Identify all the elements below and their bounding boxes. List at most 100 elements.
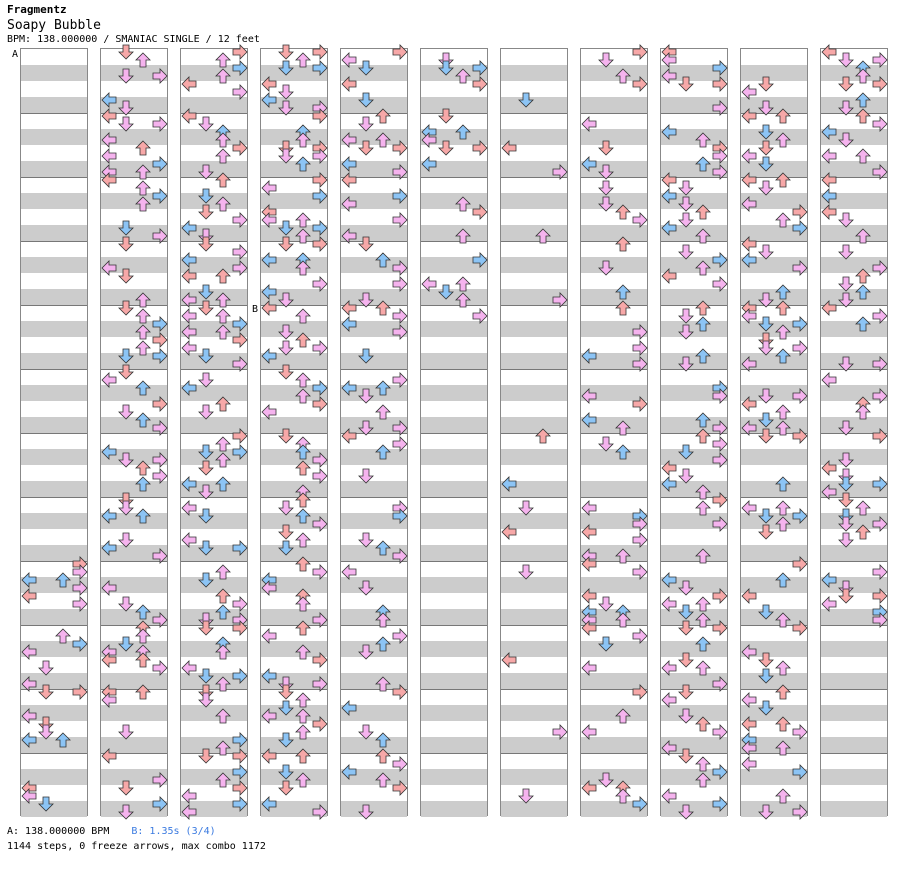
sixteenth-note-arrow <box>358 724 374 740</box>
sixteenth-note-arrow <box>695 772 711 788</box>
quarter-note-arrow <box>775 108 791 124</box>
measure-line <box>501 241 567 242</box>
sixteenth-note-arrow <box>312 276 328 292</box>
quarter-note-arrow <box>312 236 328 252</box>
eighth-note-arrow <box>152 316 168 332</box>
eighth-note-arrow <box>392 188 408 204</box>
beat-band <box>101 97 167 113</box>
measure-line <box>501 625 567 626</box>
quarter-note-arrow <box>838 492 854 508</box>
quarter-note-arrow <box>72 684 88 700</box>
eighth-note-arrow <box>695 348 711 364</box>
measure-line <box>661 241 727 242</box>
sixteenth-note-arrow <box>278 324 294 340</box>
quarter-note-arrow <box>295 332 311 348</box>
beat-band <box>501 705 567 721</box>
sixteenth-note-arrow <box>741 756 757 772</box>
quarter-note-arrow <box>135 460 151 476</box>
sixteenth-note-arrow <box>615 612 631 628</box>
sixteenth-note-arrow <box>278 148 294 164</box>
measure-line <box>21 625 87 626</box>
beat-band <box>181 225 247 241</box>
measure-line <box>741 113 807 114</box>
beat-band <box>741 289 807 305</box>
eighth-note-arrow <box>278 540 294 556</box>
beat-band <box>501 289 567 305</box>
quarter-note-arrow <box>392 780 408 796</box>
eighth-note-arrow <box>101 92 117 108</box>
sixteenth-note-arrow <box>21 644 37 660</box>
beat-band <box>581 321 647 337</box>
sixteenth-note-arrow <box>518 500 534 516</box>
measure-line <box>661 689 727 690</box>
beat-band <box>21 225 87 241</box>
measure-line <box>581 625 647 626</box>
quarter-note-arrow <box>232 44 248 60</box>
measure-line <box>741 753 807 754</box>
eighth-note-arrow <box>712 764 728 780</box>
sixteenth-note-arrow <box>118 404 134 420</box>
sixteenth-note-arrow <box>695 260 711 276</box>
sixteenth-note-arrow <box>392 324 408 340</box>
sixteenth-note-arrow <box>181 660 197 676</box>
sixteenth-note-arrow <box>598 596 614 612</box>
beat-band <box>181 769 247 785</box>
sixteenth-note-arrow <box>615 420 631 436</box>
beat-band <box>101 225 167 241</box>
sixteenth-note-arrow <box>758 804 774 820</box>
eighth-note-arrow <box>661 572 677 588</box>
quarter-note-arrow <box>375 748 391 764</box>
quarter-note-arrow <box>678 620 694 636</box>
sixteenth-note-arrow <box>712 100 728 116</box>
sixteenth-note-arrow <box>872 356 888 372</box>
eighth-note-arrow <box>792 316 808 332</box>
measure-line <box>501 305 567 306</box>
beat-band <box>101 737 167 753</box>
beat-band <box>581 641 647 657</box>
beat-band <box>181 65 247 81</box>
beat-band <box>741 769 807 785</box>
sixteenth-note-arrow <box>278 292 294 308</box>
sixteenth-note-arrow <box>518 564 534 580</box>
sixteenth-note-arrow <box>135 164 151 180</box>
eighth-note-arrow <box>695 156 711 172</box>
beat-band <box>181 353 247 369</box>
beat-band <box>581 353 647 369</box>
beat-band <box>341 353 407 369</box>
beat-band <box>501 193 567 209</box>
measure-line <box>341 561 407 562</box>
chart-column <box>180 48 248 817</box>
sixteenth-note-arrow <box>55 628 71 644</box>
sixteenth-note-arrow <box>821 372 837 388</box>
eighth-note-arrow <box>312 380 328 396</box>
quarter-note-arrow <box>312 716 328 732</box>
beat-band <box>21 129 87 145</box>
measure-line <box>661 753 727 754</box>
sixteenth-note-arrow <box>101 692 117 708</box>
beat-band <box>261 353 327 369</box>
quarter-note-arrow <box>118 492 134 508</box>
eighth-note-arrow <box>438 60 454 76</box>
measure-line <box>101 753 167 754</box>
sixteenth-note-arrow <box>215 772 231 788</box>
sixteenth-note-arrow <box>632 356 648 372</box>
beat-band <box>341 513 407 529</box>
marker-a: A <box>12 49 19 60</box>
beat-band <box>101 193 167 209</box>
sixteenth-note-arrow <box>215 564 231 580</box>
measure-line <box>661 625 727 626</box>
sixteenth-note-arrow <box>741 196 757 212</box>
quarter-note-arrow <box>472 140 488 156</box>
eighth-note-arrow <box>312 220 328 236</box>
sixteenth-note-arrow <box>118 452 134 468</box>
quarter-note-arrow <box>312 108 328 124</box>
beat-band <box>661 577 727 593</box>
sixteenth-note-arrow <box>712 148 728 164</box>
eighth-note-arrow <box>135 508 151 524</box>
beat-band <box>421 705 487 721</box>
sixteenth-note-arrow <box>775 324 791 340</box>
measure-line <box>581 497 647 498</box>
sixteenth-note-arrow <box>152 116 168 132</box>
sixteenth-note-arrow <box>135 196 151 212</box>
sixteenth-note-arrow <box>615 708 631 724</box>
